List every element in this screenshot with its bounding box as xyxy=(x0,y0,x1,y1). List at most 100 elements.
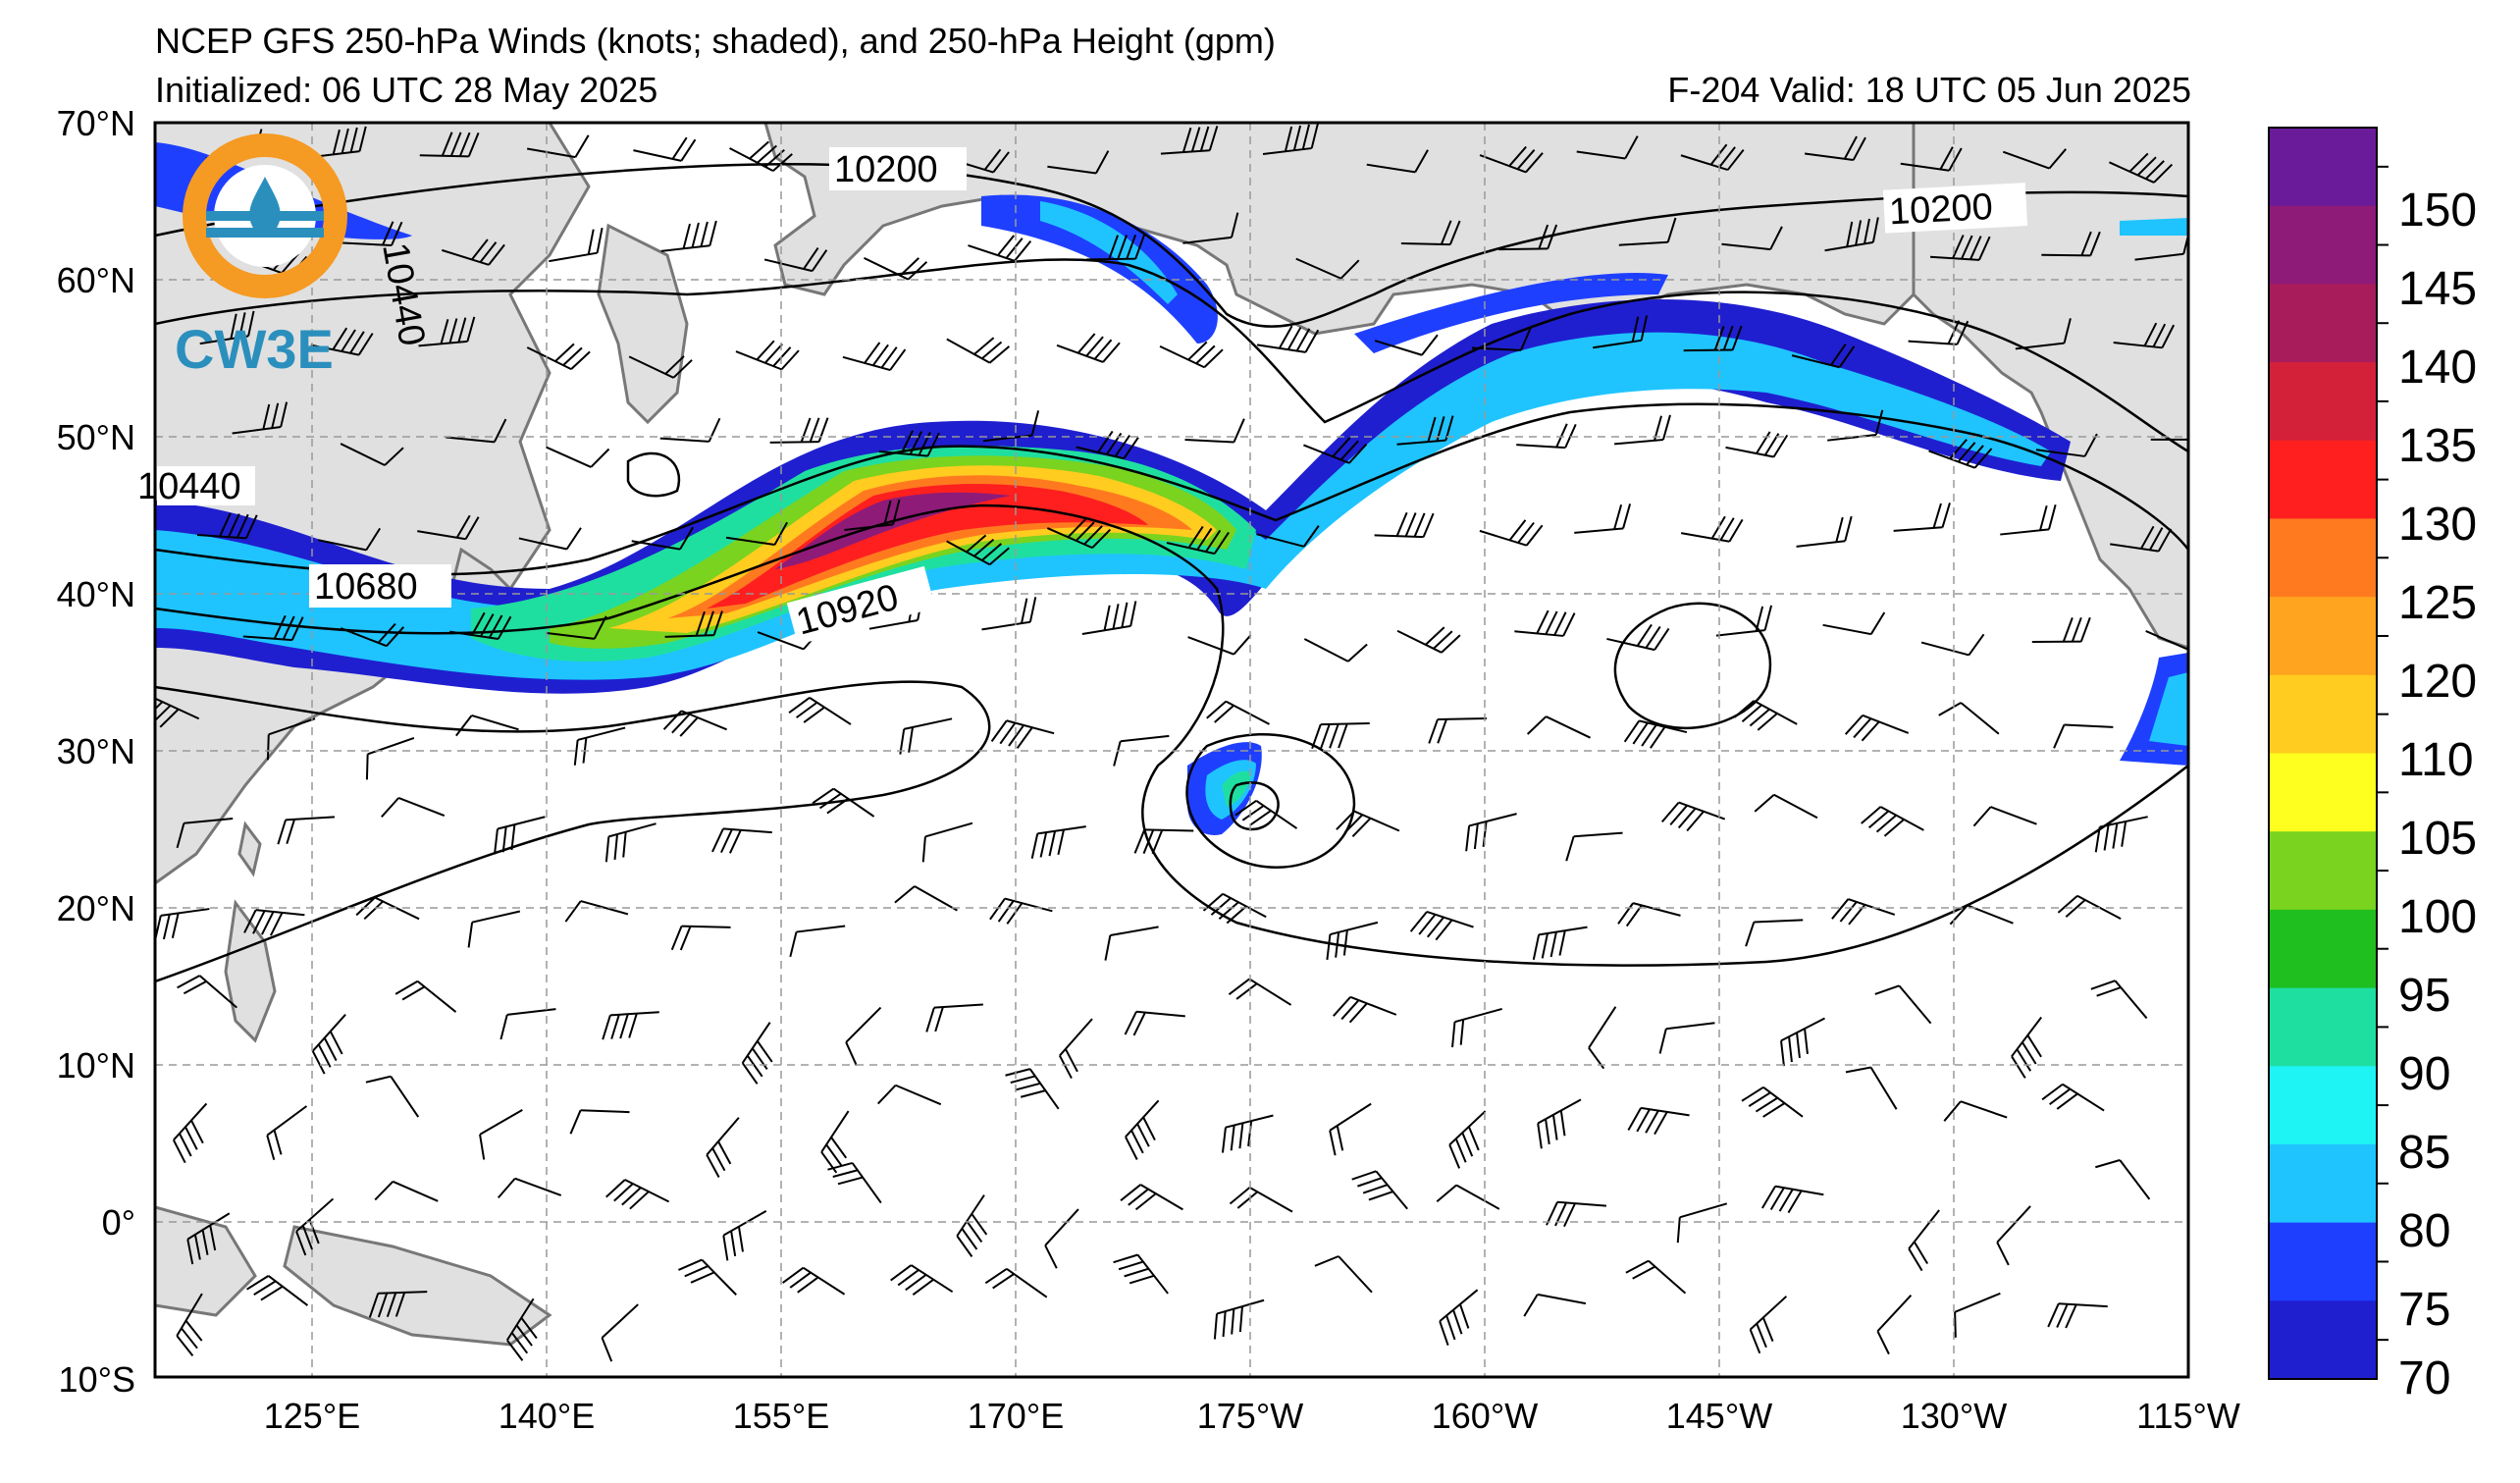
wind-barb xyxy=(232,401,289,435)
colorbar-label: 75 xyxy=(2398,1284,2450,1336)
wind-barb xyxy=(1661,801,1726,832)
initialized-time: Initialized: 06 UTC 28 May 2025 xyxy=(155,70,658,110)
wind-barb xyxy=(1900,146,1963,172)
wind-barb xyxy=(549,227,604,263)
wind-barb xyxy=(946,534,1010,566)
colorbar-label: 90 xyxy=(2398,1048,2450,1100)
wind-barb xyxy=(1627,1106,1690,1136)
colorbar-swatch xyxy=(2269,128,2377,207)
wind-barb xyxy=(2094,816,2148,853)
wind-barb xyxy=(1576,135,1639,160)
wind-barb xyxy=(1326,921,1379,960)
wind-barb xyxy=(196,512,258,540)
colorbar-label: 150 xyxy=(2398,185,2477,237)
wind-barb xyxy=(1314,1255,1373,1294)
wind-barb xyxy=(1213,1298,1265,1340)
wind-barb xyxy=(605,1179,670,1210)
wind-barb xyxy=(1479,519,1544,547)
lon-label: 125°E xyxy=(264,1396,360,1436)
wind-barb xyxy=(1184,418,1245,444)
wind-barb xyxy=(1428,717,1488,744)
wind-barb xyxy=(989,897,1053,925)
wind-barb xyxy=(1733,700,1798,731)
wind-barb xyxy=(498,1177,562,1199)
lat-label: 10°N xyxy=(57,1045,135,1086)
wind-barb xyxy=(546,615,607,640)
contour-label: 10200 xyxy=(1888,186,1994,233)
wind-barb xyxy=(604,822,656,863)
wind-barb xyxy=(246,1275,309,1306)
map-title: NCEP GFS 250-hPa Winds (knots; shaded), … xyxy=(155,21,1276,61)
wind-barb xyxy=(449,611,512,640)
wind-barb xyxy=(1113,1253,1169,1295)
wind-barb xyxy=(842,342,907,372)
wind-barb xyxy=(1374,334,1439,356)
wind-barb xyxy=(2145,630,2188,651)
colorbar-label: 95 xyxy=(2398,970,2450,1022)
lon-label: 115°W xyxy=(2136,1396,2240,1436)
wind-barb xyxy=(2047,1302,2108,1329)
wind-barb xyxy=(788,697,852,725)
wind-barb xyxy=(2110,525,2173,553)
wind-barb xyxy=(1329,1102,1372,1156)
wind-barb xyxy=(921,821,973,863)
wind-barb xyxy=(981,597,1037,631)
wind-barb xyxy=(1893,503,1951,532)
colorbar-swatch xyxy=(2269,987,2377,1067)
wind-barb xyxy=(1827,409,1884,442)
wind-barb xyxy=(782,1266,846,1296)
wind-barb xyxy=(2134,231,2188,261)
wind-barb xyxy=(601,1303,639,1362)
wind-barb xyxy=(2095,1159,2151,1200)
colorbar-swatch xyxy=(2269,597,2377,676)
wind-barb xyxy=(678,1258,737,1296)
lon-label: 155°E xyxy=(733,1396,829,1436)
wind-barb xyxy=(2041,1083,2105,1112)
colorbar-swatch xyxy=(2269,518,2377,598)
wind-barb xyxy=(1683,325,1743,352)
wind-barb xyxy=(1606,623,1670,652)
wind-barb xyxy=(1303,437,1368,464)
wind-barb xyxy=(1791,344,1856,369)
wind-barb xyxy=(864,256,928,281)
lon-label: 175°W xyxy=(1197,1396,1303,1436)
wind-barb xyxy=(1532,926,1588,960)
wind-barb xyxy=(455,715,519,737)
wind-barb xyxy=(1351,1170,1408,1210)
colorbar-label: 70 xyxy=(2398,1352,2450,1404)
colorbar-swatch xyxy=(2269,205,2377,285)
wind-barb xyxy=(990,719,1055,749)
colorbar-label: 140 xyxy=(2398,342,2477,394)
wind-barb xyxy=(311,1014,346,1075)
wind-barb xyxy=(812,787,875,818)
wind-barb xyxy=(1861,806,1924,837)
wind-barb xyxy=(1514,609,1576,637)
wind-barb xyxy=(769,417,829,444)
wind-barb xyxy=(1333,995,1397,1024)
wind-barb xyxy=(1741,1086,1804,1118)
wind-barb xyxy=(368,1291,428,1318)
colorbar-label: 130 xyxy=(2398,499,2477,551)
colorbar-label: 145 xyxy=(2398,263,2477,315)
wind-barb xyxy=(1005,1068,1060,1110)
wind-barb xyxy=(381,797,446,818)
colorbar-label: 100 xyxy=(2398,891,2477,943)
wind-barb xyxy=(735,340,800,371)
wind-barb xyxy=(546,446,610,468)
wind-barb xyxy=(419,132,480,158)
wind-barb xyxy=(1451,1007,1502,1048)
wind-barb xyxy=(968,235,1032,262)
longitude-labels: 125°E 140°E 155°E 170°E 175°W 160°W 145°… xyxy=(264,1396,2240,1436)
wind-barb xyxy=(1972,806,2037,827)
wind-barb xyxy=(442,238,505,266)
wind-barb xyxy=(1086,234,1146,261)
colorbar-swatch xyxy=(2269,753,2377,832)
colorbar-swatch xyxy=(2269,1066,2377,1145)
wind-barb xyxy=(374,1180,439,1202)
wind-barb xyxy=(243,909,305,936)
wind-barb xyxy=(670,925,731,951)
wind-barb xyxy=(1824,217,1879,252)
taiwan-landmass xyxy=(237,821,262,877)
wind-barb xyxy=(1311,721,1370,749)
lon-label: 160°W xyxy=(1432,1396,1538,1436)
